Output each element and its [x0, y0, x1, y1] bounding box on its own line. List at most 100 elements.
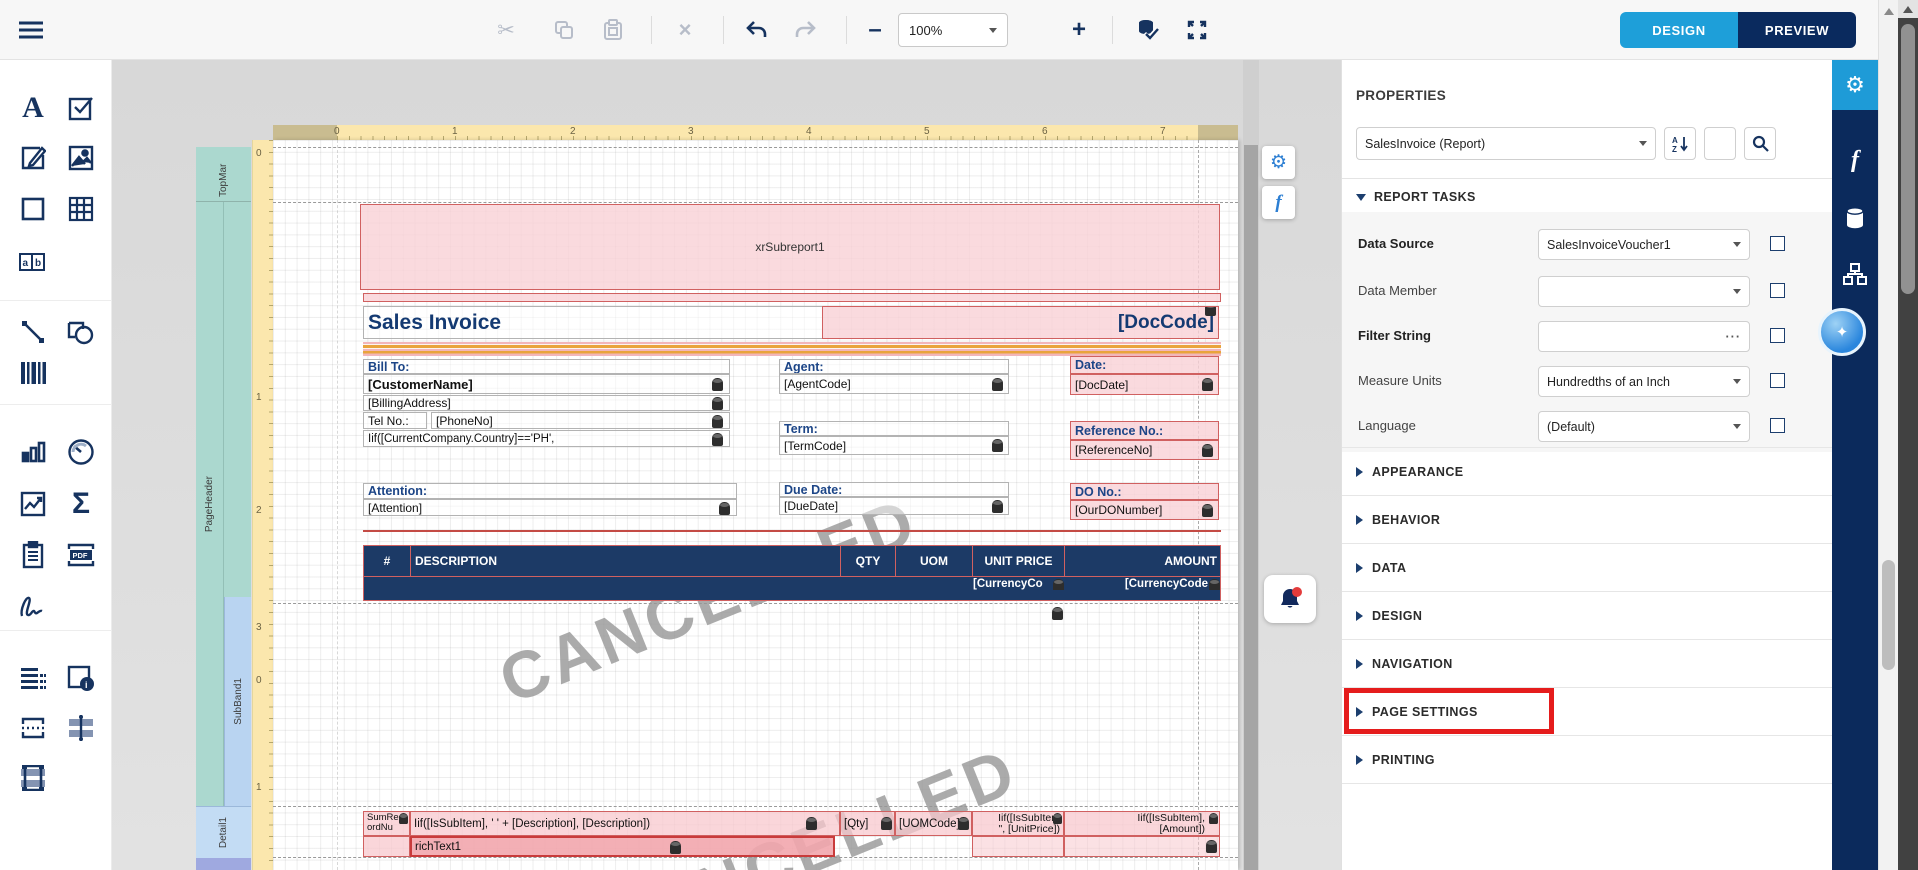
favorites-toggle-button[interactable] — [1704, 127, 1736, 160]
term-code-cell[interactable]: [TermCode] — [779, 436, 1009, 455]
bill-to-label-cell[interactable]: Bill To: — [363, 359, 730, 374]
pink-strip[interactable] — [363, 293, 1221, 302]
search-button[interactable] — [1744, 127, 1776, 160]
canvas-scrollbar-thumb[interactable] — [1244, 145, 1258, 870]
language-dropdown[interactable]: (Default) — [1538, 411, 1750, 442]
doc-date-cell[interactable]: [DocDate] — [1070, 374, 1219, 395]
data-source-checkbox[interactable] — [1770, 236, 1785, 251]
menu-icon[interactable] — [14, 13, 48, 47]
filter-string-input[interactable]: ··· — [1538, 321, 1750, 352]
barcode-tool[interactable] — [13, 353, 53, 393]
data-member-checkbox[interactable] — [1770, 283, 1785, 298]
data-member-dropdown[interactable] — [1538, 276, 1750, 307]
section-appearance[interactable]: APPEARANCE — [1342, 447, 1833, 495]
subreport-control[interactable]: xrSubreport1 — [360, 204, 1220, 290]
detail-empty-cell[interactable] — [972, 836, 1064, 857]
band-separator[interactable] — [273, 202, 1238, 203]
billing-address-cell[interactable]: [BillingAddress] — [363, 395, 730, 411]
browser-scrollbar[interactable] — [1898, 0, 1918, 870]
zoom-in-icon[interactable]: + — [1071, 16, 1086, 43]
band-page-header[interactable]: PageHeader — [196, 202, 224, 806]
band-separator[interactable] — [273, 857, 1238, 858]
notifications-button[interactable] — [1264, 575, 1316, 623]
section-page-settings[interactable]: PAGE SETTINGS — [1342, 687, 1833, 735]
panel-scrollbar-thumb[interactable] — [1882, 560, 1895, 670]
detail-empty-cell[interactable] — [1064, 836, 1220, 857]
agent-code-cell[interactable]: [AgentCode] — [779, 374, 1009, 394]
phone-cell[interactable]: [PhoneNo] — [431, 412, 730, 429]
table-header-cell[interactable]: UOM — [896, 546, 973, 576]
zoom-out-icon[interactable]: – — [868, 16, 882, 43]
table-header-cell[interactable]: # — [364, 546, 411, 576]
agent-label-cell[interactable]: Agent: — [779, 359, 1009, 374]
signature-tool[interactable] — [13, 587, 53, 627]
picture-tool[interactable] — [61, 138, 101, 178]
rail-data-source-tab[interactable] — [1832, 200, 1878, 236]
browser-scrollbar-thumb[interactable] — [1901, 24, 1915, 294]
detail-record-cell[interactable]: SumRecordNu — [363, 811, 410, 836]
divider-line[interactable] — [363, 530, 1221, 532]
assistant-bubble-icon[interactable]: ✦ — [1818, 308, 1866, 356]
margin-line[interactable] — [337, 140, 338, 870]
measure-units-checkbox[interactable] — [1770, 373, 1785, 388]
detail-empty-cell[interactable] — [363, 836, 410, 857]
paste-icon[interactable] — [596, 13, 630, 47]
band-separator[interactable] — [273, 603, 1238, 604]
customer-name-cell[interactable]: [CustomerName] — [363, 374, 730, 394]
undo-icon[interactable] — [740, 13, 774, 47]
table-header-cell[interactable]: QTY — [841, 546, 896, 576]
scroll-up-arrow[interactable] — [1884, 8, 1894, 15]
detail-uom-cell[interactable]: [UOMCode] — [895, 811, 972, 836]
section-navigation[interactable]: NAVIGATION — [1342, 639, 1833, 687]
label-tool[interactable]: A — [22, 91, 44, 124]
detail-unit-price-cell[interactable]: Iif([IsSubItem ", [UnitPrice]) — [972, 811, 1064, 836]
currency-unit-cell[interactable]: [CurrencyCo — [973, 578, 1065, 590]
reference-label-cell[interactable]: Reference No.: — [1070, 421, 1219, 440]
page-break-tool[interactable] — [13, 708, 53, 748]
attention-cell[interactable]: [Attention] — [363, 499, 737, 516]
term-label-cell[interactable]: Term: — [779, 421, 1009, 436]
date-label-cell[interactable]: Date: — [1070, 356, 1219, 374]
band-detail1[interactable]: Detail1 — [196, 806, 251, 858]
section-behavior[interactable]: BEHAVIOR — [1342, 495, 1833, 543]
canvas-scrollbar[interactable] — [1243, 60, 1259, 870]
section-printing[interactable]: PRINTING — [1342, 735, 1833, 783]
cross-band-tool[interactable] — [13, 758, 53, 798]
band-separator[interactable] — [273, 806, 1238, 807]
checkbox-tool[interactable] — [61, 88, 101, 128]
redo-icon[interactable] — [788, 13, 822, 47]
section-design[interactable]: DESIGN — [1342, 591, 1833, 639]
do-number-cell[interactable]: [OurDONumber] — [1070, 500, 1219, 520]
copy-icon[interactable] — [547, 13, 581, 47]
currency-amount-cell[interactable]: [CurrencyCode — [1065, 578, 1220, 590]
design-tab[interactable]: DESIGN — [1620, 12, 1738, 48]
validate-data-icon[interactable] — [1130, 13, 1164, 47]
filter-string-checkbox[interactable] — [1770, 328, 1785, 343]
rail-expressions-tab[interactable]: f — [1832, 142, 1878, 178]
data-source-dropdown[interactable]: SalesInvoiceVoucher1 — [1538, 229, 1750, 260]
expressions-button[interactable]: f — [1262, 186, 1295, 219]
band-sub-band1[interactable]: SubBand1 — [224, 597, 251, 806]
attention-label-cell[interactable]: Attention: — [363, 483, 737, 499]
gauge-tool[interactable] — [61, 432, 101, 472]
shape-tool[interactable] — [61, 312, 101, 352]
control-selector[interactable]: SalesInvoice (Report) — [1356, 127, 1656, 160]
report-title-cell[interactable]: Sales Invoice — [363, 306, 823, 339]
due-date-label-cell[interactable]: Due Date: — [779, 482, 1009, 497]
table-header-cell[interactable]: AMOUNT — [1065, 546, 1221, 576]
richtext-control-selected[interactable]: richText1 — [410, 836, 835, 857]
toc-tool[interactable] — [13, 658, 53, 698]
cut-icon[interactable]: ✂ — [497, 18, 515, 42]
doc-code-cell[interactable]: [DocCode] — [822, 306, 1219, 339]
do-label-cell[interactable]: DO No.: — [1070, 483, 1219, 500]
zoom-level-select[interactable]: 100% — [898, 13, 1008, 47]
panel-scrollbar[interactable] — [1878, 0, 1898, 870]
chart-tool[interactable] — [13, 432, 53, 472]
table-header-cell[interactable]: UNIT PRICE — [973, 546, 1065, 576]
band-top-margin[interactable]: TopMar — [196, 147, 251, 202]
summary-tool[interactable]: Σ — [71, 487, 90, 520]
page-info-tool[interactable]: i — [61, 658, 101, 698]
pdf-content-tool[interactable]: PDF — [61, 535, 101, 575]
